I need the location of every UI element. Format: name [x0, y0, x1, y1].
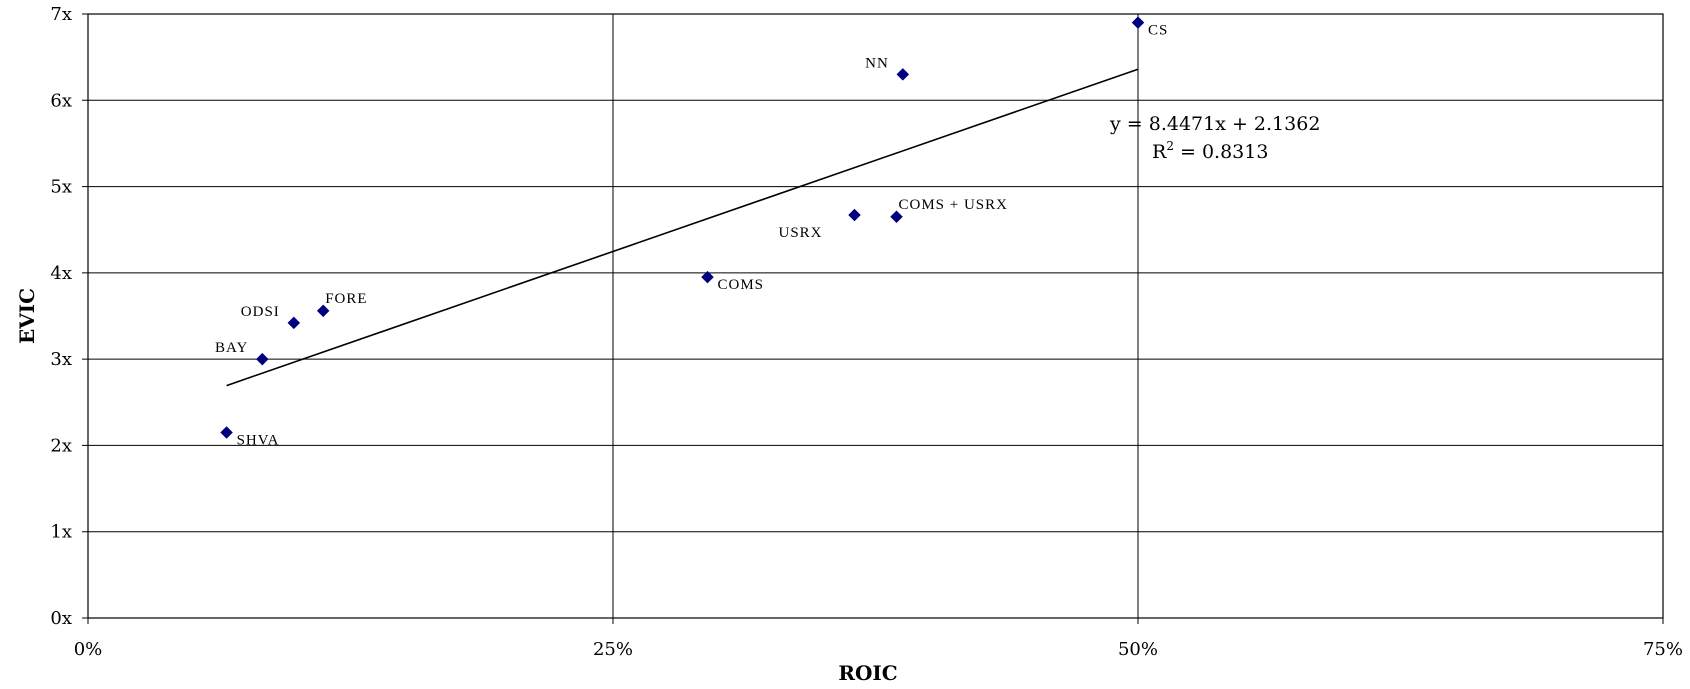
- data-point-label: USRX: [778, 225, 822, 241]
- r-squared-value: = 0.8313: [1174, 141, 1268, 163]
- y-axis-title: EVIC: [15, 288, 39, 344]
- data-point: [890, 210, 903, 224]
- y-tick-label: 6x: [50, 90, 72, 111]
- trendline-equation: y = 8.4471x + 2.1362 R2 = 0.8313: [1109, 113, 1320, 163]
- data-point-label: SHVA: [237, 432, 280, 448]
- data-point: [287, 316, 301, 330]
- r-squared-text: R2 = 0.8313: [1152, 139, 1268, 163]
- y-tick-label: 7x: [50, 4, 72, 25]
- data-point-label: COMS: [718, 277, 765, 293]
- y-tick-label: 4x: [50, 263, 72, 284]
- data-point-label: CS: [1148, 23, 1168, 39]
- data-point: [220, 426, 233, 439]
- y-tick-label: 5x: [50, 177, 72, 198]
- data-point: [255, 352, 269, 366]
- data-point: [848, 208, 861, 222]
- trendline-group: [226, 68, 1139, 387]
- point-labels: SHVA BAY ODSI FORE COMS USRX COMS + USRX NN CS: [215, 23, 1168, 449]
- trendline-equation-text: y = 8.4471x + 2.1362: [1109, 113, 1320, 135]
- data-point-label: ODSI: [241, 304, 280, 320]
- x-tick-label: 75%: [1643, 639, 1683, 660]
- data-points: [220, 16, 1145, 439]
- x-tick-label: 50%: [1118, 639, 1158, 660]
- data-point: [701, 270, 714, 284]
- x-tick-label: 25%: [593, 639, 633, 660]
- x-axis-title: ROIC: [838, 661, 897, 685]
- y-tick-label: 1x: [50, 522, 72, 543]
- y-tick-label: 2x: [50, 435, 72, 456]
- data-point-label: COMS + USRX: [899, 197, 1009, 213]
- data-point: [316, 304, 330, 318]
- r-squared-symbol: R: [1152, 141, 1167, 163]
- data-point: [896, 68, 910, 81]
- tick-labels: 0x 1x 2x 3x 4x 5x 6x 7x 0% 25% 50% 75%: [50, 4, 1683, 660]
- x-tick-label: 0%: [74, 639, 103, 660]
- data-point: [1131, 16, 1145, 29]
- trendline: [226, 68, 1139, 387]
- data-point-label: NN: [865, 55, 889, 71]
- data-point-label: BAY: [215, 340, 248, 356]
- r-squared-exponent: 2: [1166, 139, 1174, 153]
- gridlines: [82, 13, 1664, 624]
- y-tick-label: 3x: [50, 349, 72, 370]
- y-tick-label: 0x: [50, 608, 72, 629]
- data-point-label: FORE: [325, 291, 367, 307]
